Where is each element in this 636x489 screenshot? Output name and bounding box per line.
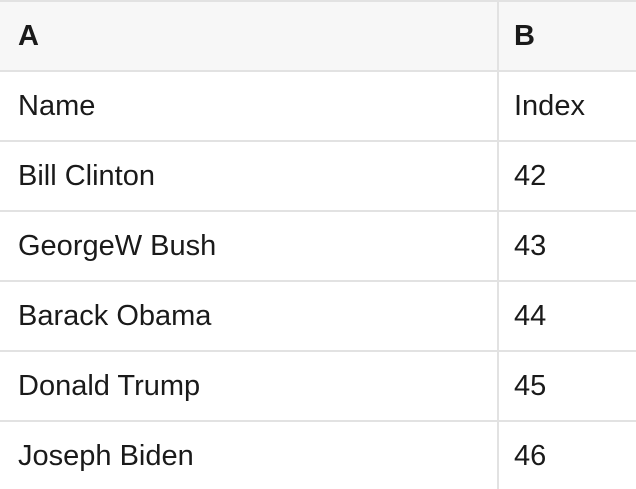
cell-name[interactable]: Name [0,72,499,140]
cell-index[interactable]: 43 [514,229,547,262]
table-row: Bill Clinton 42 [0,142,636,212]
cell-name[interactable]: GeorgeW Bush [0,212,499,280]
table-row: Name Index [0,72,636,142]
cell-index[interactable]: 46 [514,439,547,472]
table-row: Barack Obama 44 [0,282,636,352]
table-row: Joseph Biden 46 [0,422,636,489]
cell-index[interactable]: 42 [514,159,547,192]
column-header-a[interactable]: A [0,2,499,70]
table-row: Donald Trump 45 [0,352,636,422]
cell-name[interactable]: Donald Trump [0,352,499,420]
cell-name[interactable]: Barack Obama [0,282,499,350]
cell-index[interactable]: Index [514,89,585,122]
cell-name[interactable]: Bill Clinton [0,142,499,210]
header-row: A B [0,2,636,72]
table-row: GeorgeW Bush 43 [0,212,636,282]
cell-name[interactable]: Joseph Biden [0,422,499,489]
cell-index[interactable]: 45 [514,369,547,402]
column-header-b[interactable]: B [514,19,535,52]
cell-index[interactable]: 44 [514,299,547,332]
